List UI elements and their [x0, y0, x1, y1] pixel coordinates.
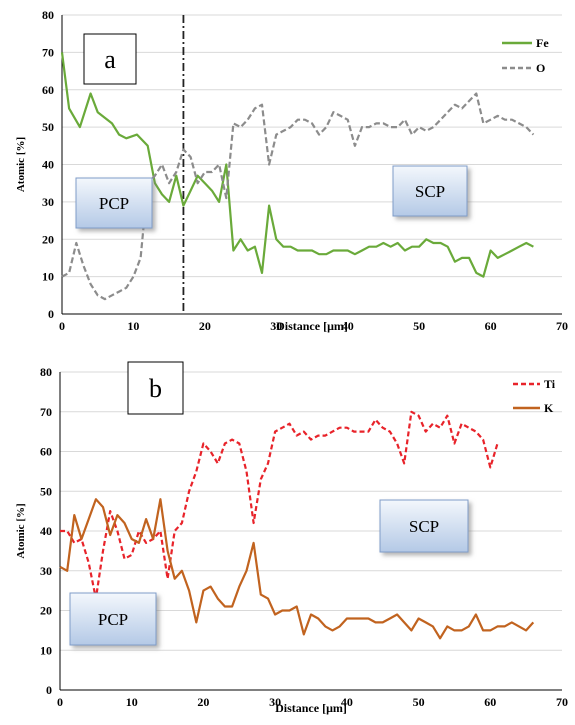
region-label: SCP: [409, 517, 439, 536]
y-tick-label: 40: [42, 158, 54, 172]
x-tick-label: 40: [342, 319, 354, 333]
region-box-pcp: PCP: [69, 592, 157, 646]
region-label: SCP: [415, 182, 445, 201]
x-tick-label: 20: [199, 319, 211, 333]
y-tick-label: 30: [40, 564, 52, 578]
legend-item-fe: Fe: [502, 36, 549, 50]
y-axis-title: Atomic [%]: [15, 503, 27, 558]
legend-item-k: K: [513, 401, 554, 415]
x-tick-label: 0: [59, 319, 65, 333]
x-tick-label: 0: [57, 695, 63, 709]
x-tick-label: 20: [197, 695, 209, 709]
series-line-o: [61, 92, 535, 301]
panel-label: a: [104, 45, 116, 74]
region-label: PCP: [98, 610, 128, 629]
x-axis-title: Distance [μm]: [276, 319, 348, 333]
x-tick-label: 50: [413, 319, 425, 333]
x-tick-label: 50: [413, 695, 425, 709]
y-tick-label: 20: [42, 232, 54, 246]
y-tick-label: 60: [42, 83, 54, 97]
x-tick-label: 30: [269, 695, 281, 709]
x-tick-label: 30: [270, 319, 282, 333]
x-tick-label: 60: [484, 695, 496, 709]
y-tick-label: 50: [40, 484, 52, 498]
series-line-k: [59, 498, 535, 640]
y-tick-label: 80: [42, 8, 54, 22]
x-axis-title: Distance [μm]: [275, 701, 347, 715]
region-box-pcp: PCP: [75, 177, 153, 229]
y-tick-label: 80: [40, 365, 52, 379]
legend-label: Ti: [544, 377, 556, 391]
legend-label: K: [544, 401, 554, 415]
x-tick-label: 70: [556, 695, 568, 709]
panel-label-box: a: [83, 33, 137, 85]
legend-item-ti: Ti: [513, 377, 556, 391]
y-tick-label: 0: [46, 683, 52, 697]
legend-label: Fe: [536, 36, 549, 50]
panel-label: b: [149, 374, 162, 403]
x-tick-label: 40: [341, 695, 353, 709]
y-tick-label: 0: [48, 307, 54, 321]
y-tick-label: 50: [42, 120, 54, 134]
y-tick-label: 70: [42, 45, 54, 59]
panel-label-box: b: [127, 361, 184, 415]
chart-panel-b: 0 10 20 30 40 50 60 70 80 0 10 20 30 40 50 60 70 Distance…: [15, 361, 568, 715]
region-box-scp: SCP: [392, 165, 468, 217]
legend-item-o: O: [502, 61, 545, 75]
series-line-fe: [60, 52, 534, 278]
region-label: PCP: [99, 194, 129, 213]
y-tick-label: 20: [40, 604, 52, 618]
chart-panel-a: 0 10 20 30 40 50 60 70 80 0 10 20 30 40 50 60 70 Distance…: [15, 8, 568, 333]
y-tick-label: 30: [42, 195, 54, 209]
x-tick-label: 60: [485, 319, 497, 333]
y-tick-label: 10: [42, 270, 54, 284]
region-box-scp: SCP: [379, 499, 469, 553]
y-tick-label: 60: [40, 445, 52, 459]
series-line-ti: [60, 410, 499, 600]
x-tick-label: 10: [126, 695, 138, 709]
y-axis-title: Atomic [%]: [15, 137, 27, 192]
x-tick-label: 70: [556, 319, 568, 333]
y-tick-label: 10: [40, 643, 52, 657]
y-tick-label: 70: [40, 405, 52, 419]
legend-label: O: [536, 61, 545, 75]
y-tick-label: 40: [40, 524, 52, 538]
x-tick-label: 10: [127, 319, 139, 333]
